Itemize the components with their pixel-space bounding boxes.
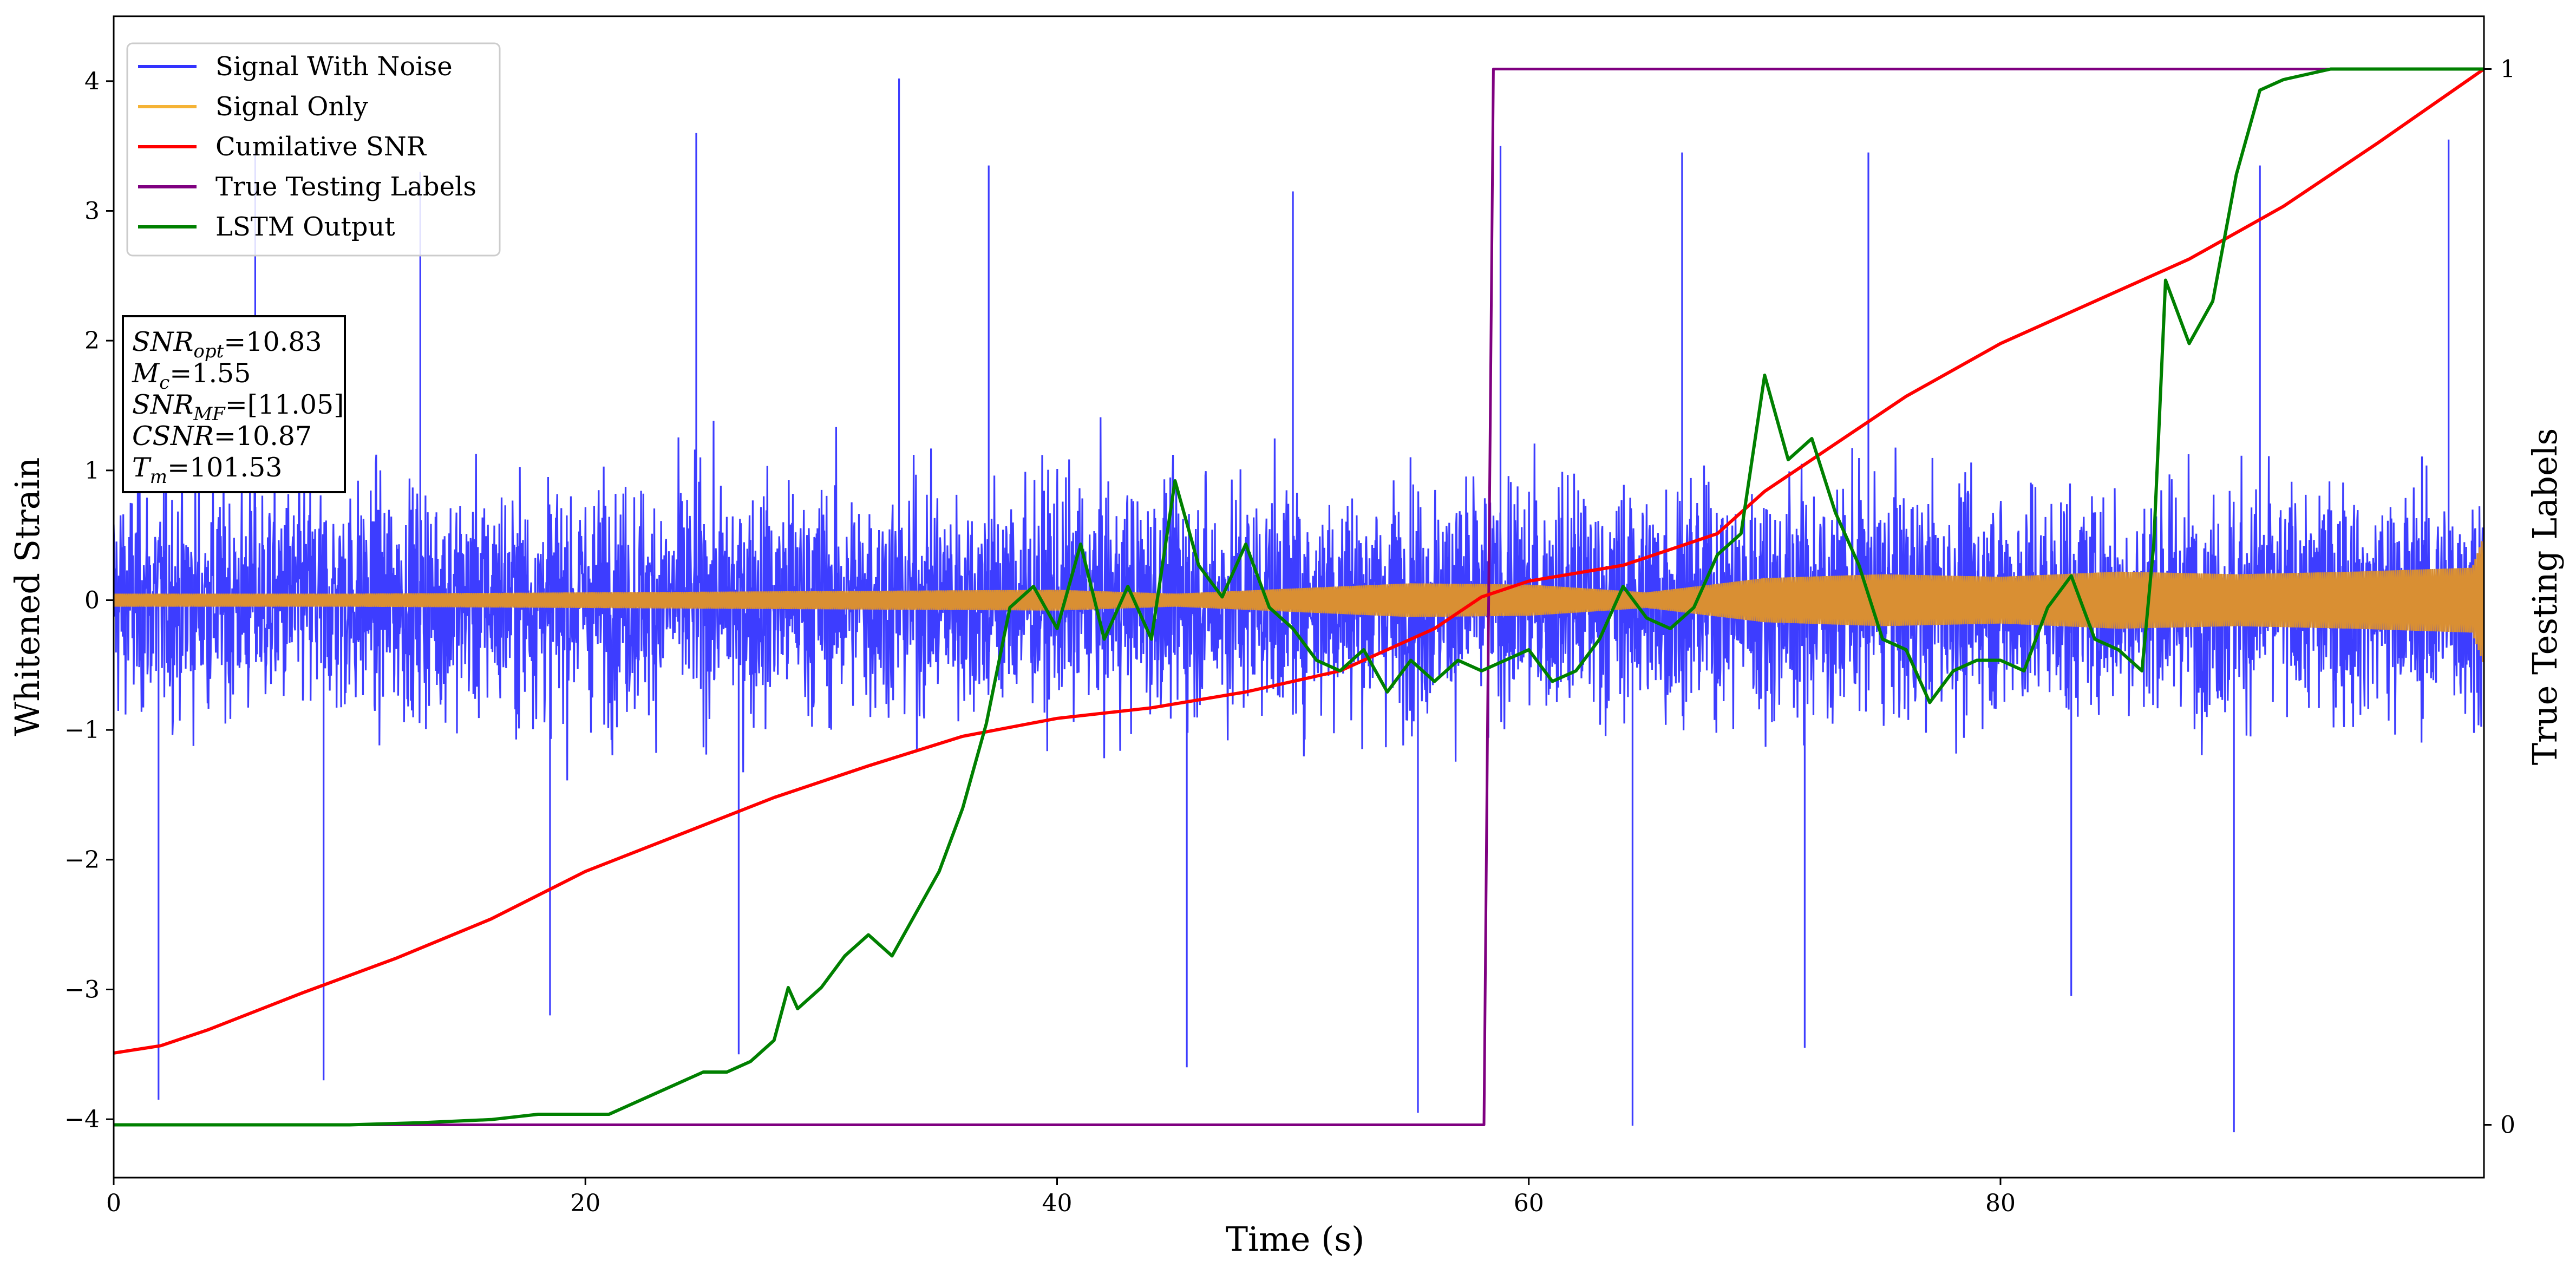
mc-text: Mc=1.55 (132, 358, 251, 394)
legend-label-signal-only: Signal Only (215, 92, 368, 122)
y-tick-label: 1 (84, 457, 100, 485)
x-tick-label: 40 (1042, 1190, 1072, 1217)
y-tick-label: −2 (64, 846, 100, 874)
y-tick-label: 2 (84, 327, 100, 355)
signal-only-series (114, 535, 2484, 662)
signal-only-line (114, 535, 2484, 662)
right-y-tick-label: 0 (2500, 1112, 2515, 1139)
y-tick-label: −3 (64, 976, 100, 1003)
info-box: SNRopt=10.83 Mc=1.55 SNRMF=[11.05] CSNR=… (122, 315, 346, 493)
legend-label-cumilative-snr: Cumilative SNR (215, 132, 427, 162)
legend-label-signal-with-noise: Signal With Noise (215, 51, 453, 82)
x-tick-label: 80 (1985, 1190, 2016, 1217)
x-axis-title: Time (s) (1226, 1219, 1365, 1259)
csnr-text: CSNR=10.87 (132, 421, 312, 452)
legend-label-lstm-output: LSTM Output (215, 212, 395, 242)
y-tick-label: 4 (84, 68, 100, 95)
legend: Signal With Noise Signal Only Cumilative S… (126, 42, 501, 257)
x-tick-label: 60 (1514, 1190, 1544, 1217)
y-tick-label: −1 (64, 716, 100, 744)
x-tick-label: 0 (106, 1190, 121, 1217)
tm-text: Tm=101.53 (132, 452, 282, 488)
plot-frame (113, 15, 2485, 1179)
lstm-output-line (114, 67, 2484, 1127)
true-testing-labels-line (114, 68, 2484, 1126)
info-box-frame (122, 315, 346, 493)
y-tick-label: −4 (64, 1106, 100, 1133)
snr-mf-text: SNRMF=[11.05] (132, 389, 344, 425)
right-y-tick-label: 1 (2500, 56, 2515, 83)
right-y-axis-title: True Testing Labels (2525, 428, 2565, 766)
cumulative-snr-line (114, 68, 2484, 1055)
y-tick-label: 3 (84, 197, 100, 225)
legend-frame (126, 42, 501, 257)
x-tick-label: 20 (570, 1190, 600, 1217)
legend-label-true-testing-labels: True Testing Labels (215, 172, 476, 202)
snr-opt-text: SNRopt=10.83 (132, 326, 322, 362)
line-series-group (114, 67, 2484, 1127)
y-tick-label: 0 (84, 586, 100, 614)
y-axis-title: Whitened Strain (8, 458, 47, 736)
